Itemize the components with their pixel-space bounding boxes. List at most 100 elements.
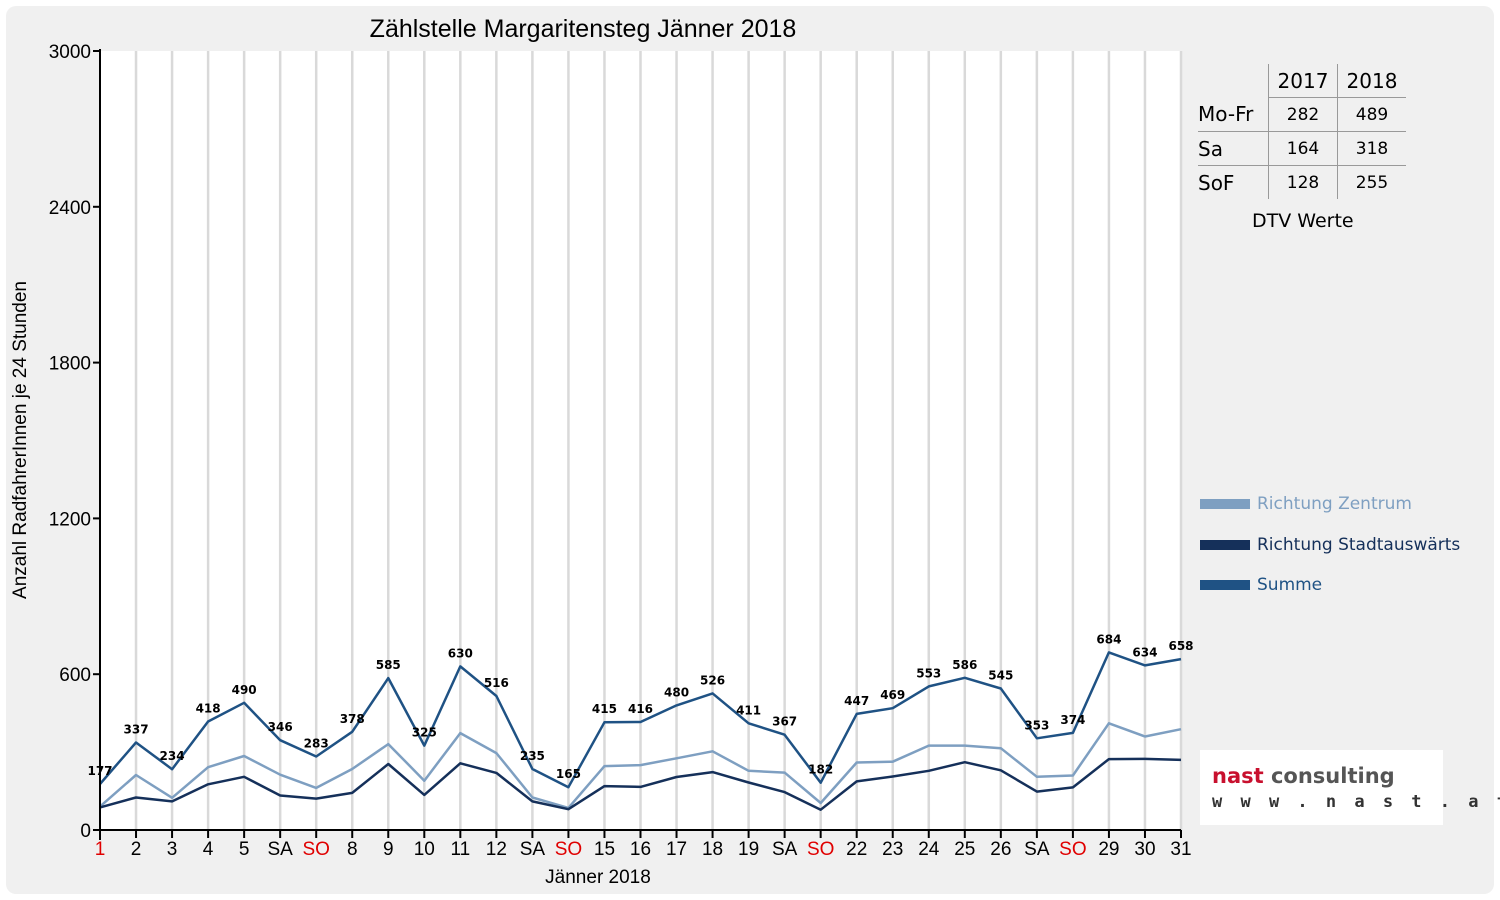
data-label: 378 <box>340 712 365 726</box>
data-label: 490 <box>232 683 257 697</box>
y-tick-label: 3000 <box>49 42 91 63</box>
dtv-header-2018: 2018 <box>1337 64 1406 98</box>
x-tick-label: 1 <box>95 839 106 860</box>
x-tick-label: 15 <box>594 839 615 860</box>
data-label: 418 <box>196 701 221 715</box>
x-tick-label: 11 <box>450 839 470 860</box>
x-tick-label: SO <box>555 839 582 860</box>
dtv-cell: 489 <box>1337 97 1406 132</box>
gridlines <box>134 51 1183 830</box>
x-tick-label: 3 <box>167 839 178 860</box>
x-tick-label: 12 <box>486 839 507 860</box>
x-tick-label: 30 <box>1134 839 1155 860</box>
legend-label: Richtung Zentrum <box>1257 494 1412 514</box>
data-label: 283 <box>304 737 329 751</box>
x-tick-label: SO <box>1059 839 1086 860</box>
data-label: 411 <box>736 703 761 717</box>
x-tick-label: SO <box>807 839 834 860</box>
dtv-cell: 318 <box>1337 131 1406 166</box>
data-label: 374 <box>1060 713 1085 727</box>
data-label: 526 <box>700 673 725 687</box>
data-label: 346 <box>268 720 293 734</box>
dtv-cell: 282 <box>1268 97 1338 132</box>
x-tick-label: 8 <box>347 839 358 860</box>
x-tick-label: 24 <box>918 839 940 860</box>
data-label: 337 <box>124 722 149 736</box>
legend-item-stadtauswaerts: Richtung Stadtauswärts <box>1200 535 1460 555</box>
data-label: 182 <box>808 763 833 777</box>
nast-consulting-logo: nast consulting w w w . n a s t . a t <box>1200 750 1500 825</box>
series-line <box>99 722 1182 810</box>
data-label: 585 <box>376 658 401 672</box>
x-tick-label: 25 <box>954 839 975 860</box>
y-tick-label: 1200 <box>49 509 91 530</box>
logo-url: w w w . n a s t . a t <box>1212 792 1500 812</box>
data-label: 630 <box>448 646 473 660</box>
data-label: 545 <box>988 668 1013 682</box>
x-axis-label: Jänner 2018 <box>545 867 651 888</box>
data-label: 235 <box>520 749 545 763</box>
x-tick-label: 23 <box>882 839 903 860</box>
data-labels: 1773372344184903462833785853256305162351… <box>87 632 1193 781</box>
dtv-row-label: SoF <box>1198 165 1269 199</box>
x-tick-label: SO <box>302 839 329 860</box>
data-label: 353 <box>1024 718 1049 732</box>
legend-label: Summe <box>1257 575 1323 595</box>
data-label: 469 <box>880 688 905 702</box>
data-label: 634 <box>1132 645 1157 659</box>
data-label: 684 <box>1096 632 1121 646</box>
dtv-cell: 128 <box>1268 165 1338 199</box>
data-label: 586 <box>952 658 977 672</box>
x-tick-label: 22 <box>846 839 867 860</box>
legend-swatch <box>1200 499 1250 509</box>
x-tick-label: 9 <box>383 839 394 860</box>
x-tick-label: SA <box>772 839 798 860</box>
dtv-cell: 255 <box>1355 172 1389 193</box>
dtv-caption: DTV Werte <box>1252 210 1354 232</box>
legend-label: Richtung Stadtauswärts <box>1257 535 1461 555</box>
legend-item-zentrum: Richtung Zentrum <box>1200 494 1412 514</box>
x-tick-label: SA <box>267 839 293 860</box>
data-label: 234 <box>160 749 185 763</box>
legend-swatch <box>1200 580 1250 590</box>
x-tick-label: 10 <box>414 839 435 860</box>
chart-title: Zählstelle Margaritensteg Jänner 2018 <box>370 15 797 43</box>
data-label: 447 <box>844 694 869 708</box>
x-tick-label: 18 <box>702 839 723 860</box>
x-tick-label: 16 <box>630 839 651 860</box>
x-tick-label: 17 <box>666 839 687 860</box>
legend-swatch <box>1200 540 1250 550</box>
x-tick-label: SA <box>520 839 546 860</box>
series-line <box>99 651 1182 789</box>
dtv-corner <box>1198 64 1269 98</box>
legend-item-summe: Summe <box>1200 575 1322 595</box>
x-tick-label: 4 <box>203 839 214 860</box>
x-tick-label: 5 <box>239 839 250 860</box>
x-tick-label: 26 <box>990 839 1011 860</box>
dtv-row-label: Mo-Fr <box>1198 97 1269 132</box>
data-label: 367 <box>772 715 797 729</box>
data-label: 658 <box>1168 639 1193 653</box>
series-lines <box>99 651 1182 811</box>
data-label: 165 <box>556 767 581 781</box>
x-tick-label: 2 <box>131 839 142 860</box>
dtv-cell: 164 <box>1268 131 1338 166</box>
dtv-row-label: Sa <box>1198 131 1269 166</box>
x-tick-label: 29 <box>1098 839 1119 860</box>
y-axis-label: Anzahl RadfahrerInnen je 24 Stunden <box>10 281 31 599</box>
logo-wordmark: nast consulting <box>1212 764 1395 788</box>
dtv-header-2017: 2017 <box>1268 64 1338 98</box>
x-tick-label: 19 <box>738 839 759 860</box>
y-tick-label: 1800 <box>49 354 91 375</box>
dtv-table: 2017 2018 Mo-Fr 282 489 Sa 164 318 SoF 1… <box>1198 64 1406 232</box>
logo-word-consulting: consulting <box>1270 764 1395 788</box>
series-line <box>99 757 1182 811</box>
x-tick-label: SA <box>1024 839 1050 860</box>
y-tick-label: 600 <box>59 665 91 686</box>
data-label: 516 <box>484 676 509 690</box>
data-label: 553 <box>916 666 941 680</box>
data-label: 415 <box>592 702 617 716</box>
data-label: 480 <box>664 685 689 699</box>
